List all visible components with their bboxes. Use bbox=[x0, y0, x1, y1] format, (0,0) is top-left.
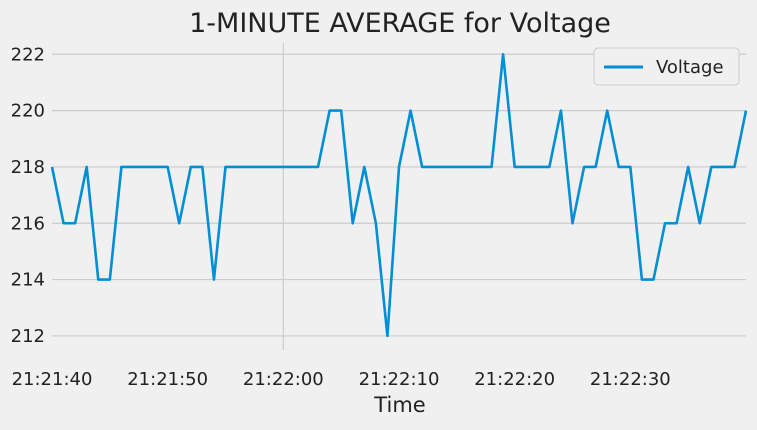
y-tick-label: 218 bbox=[11, 157, 45, 178]
y-tick-label: 212 bbox=[11, 326, 45, 347]
y-tick-label: 216 bbox=[11, 213, 45, 234]
x-tick-label: 21:22:10 bbox=[359, 369, 440, 390]
y-tick-label: 214 bbox=[11, 270, 45, 291]
x-tick-labels: 21:21:40 21:21:50 21:22:00 21:22:10 21:22:20… bbox=[12, 369, 671, 390]
legend: Voltage bbox=[593, 47, 740, 86]
x-tick-label: 21:22:20 bbox=[474, 369, 555, 390]
x-tick-label: 21:22:30 bbox=[590, 369, 671, 390]
legend-label-voltage: Voltage bbox=[656, 57, 724, 78]
x-tick-label: 21:21:50 bbox=[127, 369, 208, 390]
series-line-voltage bbox=[50, 52, 748, 338]
series-layer bbox=[50, 52, 748, 338]
y-tick-labels: 212 214 216 218 220 222 bbox=[11, 44, 45, 347]
y-tick-label: 222 bbox=[11, 44, 45, 65]
x-tick-label: 21:21:40 bbox=[12, 369, 93, 390]
y-tick-label: 220 bbox=[11, 101, 45, 122]
x-axis-label: Time bbox=[373, 393, 425, 417]
chart-title: 1-MINUTE AVERAGE for Voltage bbox=[189, 8, 611, 39]
x-tick-label: 21:22:00 bbox=[243, 369, 324, 390]
legend-box bbox=[593, 47, 740, 86]
